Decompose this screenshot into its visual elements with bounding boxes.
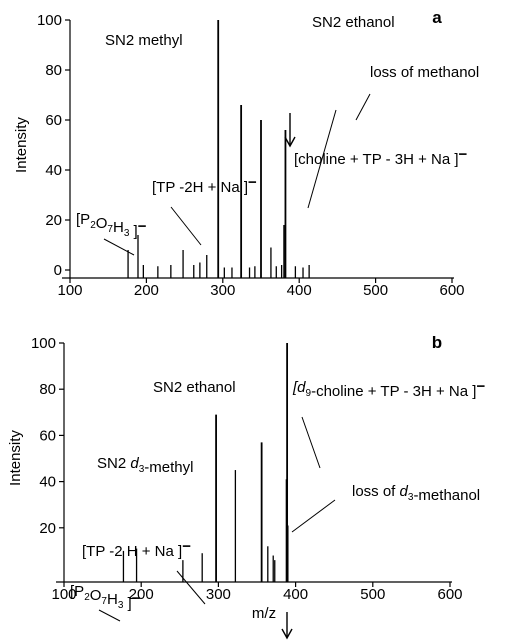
x-tick-label: 500 [360, 586, 385, 603]
y-tick-label: 20 [39, 520, 56, 537]
annotation-leader-line [291, 499, 336, 533]
x-tick-label: 200 [129, 586, 154, 603]
y-tick-label: 80 [39, 381, 56, 398]
x-tick-label: 100 [57, 282, 82, 299]
arrow-head [281, 628, 293, 640]
y-axis-label: Intensity [13, 117, 30, 173]
x-tick-label: 500 [363, 282, 388, 299]
peak-annotation-d9-choline-tp: [d9-choline + TP - 3H + Na ]− [292, 378, 485, 400]
x-tick-label: 100 [51, 586, 76, 603]
peak-annotation-sn2-ethanol: SN2 ethanol [153, 379, 236, 396]
annotation-leader-line [301, 416, 321, 469]
y-tick-label: 0 [54, 262, 62, 279]
y-tick-label: 80 [45, 62, 62, 79]
y-tick-label: 20 [45, 212, 62, 229]
y-tick-label: 60 [39, 427, 56, 444]
y-tick-label: 40 [45, 162, 62, 179]
annotation-leader-line [176, 570, 206, 605]
peak-annotation-choline-tp: [choline + TP - 3H + Na ]− [294, 146, 468, 168]
arrow-head [284, 136, 296, 148]
annotation-leader-line [307, 109, 337, 209]
y-tick-label: 100 [31, 335, 56, 352]
x-tick-label: 300 [206, 586, 231, 603]
spectrum-panel-b: 100 200 300 400 500 600 20 40 60 80 100 Intensity m/… [7, 333, 485, 640]
annotation-leader-line [98, 609, 121, 622]
peak-annotation-sn2-d3-methyl: SN2 d3-methyl [97, 455, 193, 476]
peak-annotation-sn2-methyl: SN2 methyl [105, 32, 183, 49]
y-tick-label: 40 [39, 474, 56, 491]
x-tick-label: 600 [439, 282, 464, 299]
x-tick-label: 400 [283, 586, 308, 603]
peak-annotation-sn2-ethanol: SN2 ethanol [312, 14, 395, 31]
spectrum-panel-a: 100 200 300 400 500 600 0 20 40 60 80 100 Intensity a… [13, 8, 479, 299]
peak-annotation-tp-na: [TP -2 H + Na ]− [82, 538, 191, 560]
peak-annotation-tp-na: [TP -2H + Na ]− [152, 174, 257, 196]
x-tick-label: 200 [134, 282, 159, 299]
annotation-leader-line [103, 238, 135, 256]
peak-annotation-loss-d3-methanol: loss of d3-methanol [352, 483, 480, 504]
y-tick-label: 100 [37, 12, 62, 29]
x-axis-label: m/z [252, 605, 276, 622]
x-tick-label: 300 [210, 282, 235, 299]
annotation-leader-line [355, 93, 371, 121]
peak-annotation-loss-methanol: loss of methanol [370, 64, 479, 81]
peak-annotation-p2o7h3: [P2O7H3 ]− [76, 211, 147, 240]
panel-label: a [432, 8, 442, 27]
y-tick-label: 60 [45, 112, 62, 129]
y-axis-label: Intensity [7, 430, 24, 486]
panel-label: b [432, 333, 442, 352]
x-tick-label: 400 [287, 282, 312, 299]
x-tick-label: 600 [437, 586, 462, 603]
annotation-leader-line [170, 206, 202, 246]
peak-annotation-p2o7h3: [P2O7H3 ]− [70, 583, 141, 612]
